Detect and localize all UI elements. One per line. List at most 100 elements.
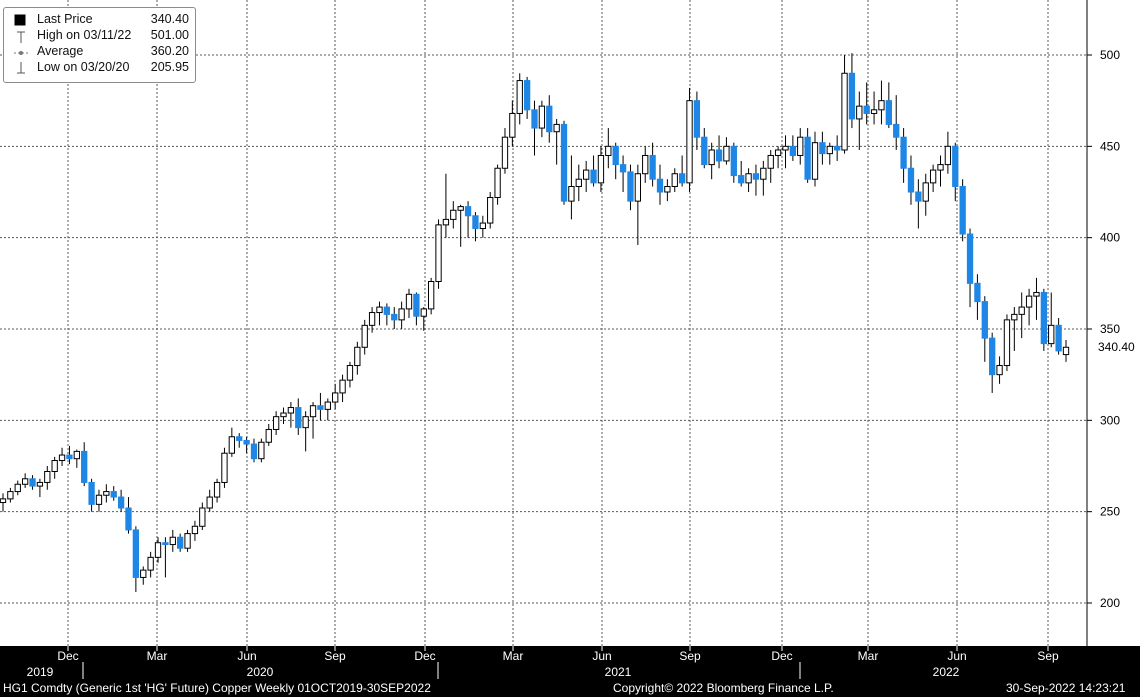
candle-up [1048,324,1055,345]
candle-down [649,154,656,180]
candle-down [848,72,856,120]
candle-up [140,569,147,578]
candle-down [81,450,88,483]
high-marker-icon [14,30,26,43]
average-line-icon [14,46,28,58]
x-tick-label: Dec [57,649,78,663]
candle-up [878,100,885,111]
candle-up [103,491,110,496]
candle-up [21,478,29,485]
candle-up [442,218,450,226]
candle-up [228,436,235,454]
candle-up [324,401,331,410]
candle-down [715,149,723,162]
candle-down [701,136,708,166]
candle-up [870,109,878,114]
candle-down [523,80,531,111]
candle-down [531,109,538,129]
candle-down [546,105,553,133]
candle-up [929,169,937,184]
candle-up [1062,346,1070,356]
candle-up [457,206,464,211]
y-axis: 200 250 300 350 400 450 500 [1087,48,1120,610]
candle-down [177,536,184,549]
legend-low-value: 205.95 [150,60,189,74]
candle-up [265,428,272,443]
legend-last-value: 340.40 [150,12,189,26]
candle-up [420,308,427,317]
candle-up [605,145,612,156]
x-tick-label: Sep [324,649,346,663]
candle-up [199,507,206,527]
footer-ticker-description: HG1 Comdty (Generic 1st 'HG' Future) Cop… [3,681,431,695]
candle-up [516,80,523,114]
candle-up [745,173,752,184]
candle-down [66,454,73,460]
candle-down [900,136,907,169]
candle-up [501,136,509,169]
candle-up [398,308,405,321]
candle-down [560,123,568,202]
candle-up [664,186,671,193]
footer-copyright: Copyright© 2022 Bloomberg Finance L.P. [613,681,834,695]
candle-up [221,452,228,483]
candle-down [952,145,959,188]
year-label: 2020 [247,665,274,679]
candle-up [258,441,265,460]
candle-down [804,136,811,180]
candle-up [302,416,309,429]
legend-low-label: Low on 03/20/20 [37,60,130,74]
candle-down [885,100,892,125]
candle-up [708,149,715,166]
candle-down [752,173,760,180]
legend-last-price: Last Price 340.40 [4,12,195,28]
y-tick-label: 450 [1100,139,1120,153]
candle-up [575,178,582,188]
candle-down [236,436,243,441]
candle-down [383,306,391,315]
candle-up [169,536,176,546]
year-label: 2019 [27,665,54,679]
candle-down [125,507,132,531]
candle-up [51,460,58,472]
candle-up [944,145,952,166]
candle-up [1033,291,1040,297]
candle-down [464,206,472,217]
y-tick-label: 250 [1100,505,1120,519]
legend-average: Average 360.20 [4,44,195,60]
candle-down [88,481,95,505]
candle-up [332,392,339,403]
candle-up [826,145,833,155]
candle-up [487,196,494,224]
last-price-icon [14,14,26,26]
candle-up [450,209,457,220]
candle-down [966,233,974,284]
candle-up [213,481,221,498]
candle-up [354,346,361,367]
candle-up [376,306,383,314]
candle-up [723,145,730,162]
y-tick-label: 500 [1100,48,1120,62]
candle-down [678,173,686,184]
x-axis: Dec Mar Jun Sep Dec Mar Jun Sep Dec Mar Jun Sep 2019… [27,646,1059,679]
candle-up [272,416,280,430]
x-tick-label: Mar [503,649,524,663]
candle-up [1018,306,1025,315]
low-marker-icon [14,62,26,74]
candle-down [472,215,479,230]
candle-up [811,142,819,180]
candle-down [317,405,324,410]
candle-up [634,173,642,202]
candle-up [58,454,66,462]
candle-up [280,412,287,418]
candle-up [937,164,944,171]
candle-up [841,72,848,151]
y-tick-label: 300 [1100,413,1120,427]
year-label: 2021 [605,665,632,679]
candle-up [538,105,546,129]
candle-up [73,450,80,460]
x-tick-label: Dec [414,649,435,663]
candle-up [774,149,782,156]
x-axis-band [0,646,1140,679]
candle-down [789,145,797,156]
